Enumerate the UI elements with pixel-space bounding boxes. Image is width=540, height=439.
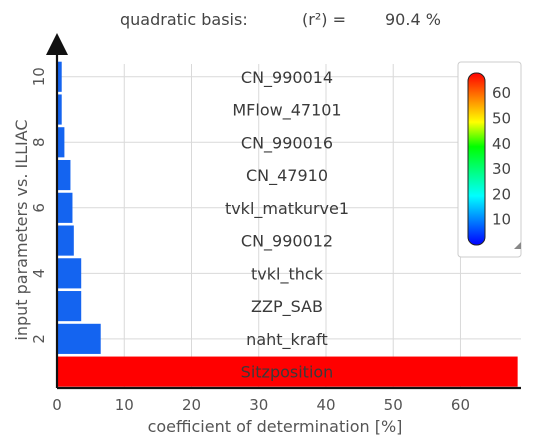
x-tick-label: 30 bbox=[249, 396, 268, 414]
y-axis-label: input parameters vs. ILLIAC bbox=[12, 119, 31, 340]
x-axis-label: coefficient of determination [%] bbox=[148, 417, 403, 436]
y-tick-label: 4 bbox=[30, 269, 48, 279]
colorbar-ticks: 10 20 30 40 50 60 bbox=[492, 84, 511, 228]
x-tick-label: 50 bbox=[384, 396, 403, 414]
bar-label: CN_990012 bbox=[241, 232, 333, 252]
bar[interactable] bbox=[57, 192, 73, 223]
resize-grip-icon[interactable] bbox=[514, 242, 521, 249]
bar-labels: Sitzposition naht_kraft ZZP_SAB tvkl_thck CN… bbox=[225, 68, 349, 382]
colorbar-tick-label: 50 bbox=[492, 110, 511, 128]
colorbar-tick-label: 30 bbox=[492, 160, 511, 178]
bar-label: ZZP_SAB bbox=[251, 297, 323, 317]
bar[interactable] bbox=[57, 291, 82, 322]
bars bbox=[57, 61, 518, 387]
title-r2-value: 90.4 % bbox=[385, 10, 441, 29]
bar-label: tvkl_matkurve1 bbox=[225, 199, 349, 219]
y-tick-label: 6 bbox=[30, 203, 48, 213]
title-basis: quadratic basis: bbox=[120, 10, 248, 29]
x-tick-label: 20 bbox=[182, 396, 201, 414]
y-tick-label: 8 bbox=[30, 138, 48, 148]
x-tick-labels: 0 10 20 30 40 50 60 bbox=[52, 396, 470, 414]
colorbar-legend: 10 20 30 40 50 60 bbox=[457, 61, 522, 258]
bar[interactable] bbox=[57, 61, 62, 92]
x-tick-label: 10 bbox=[115, 396, 134, 414]
y-tick-labels: 2 4 6 8 10 bbox=[30, 67, 48, 343]
bar[interactable] bbox=[57, 159, 71, 191]
bar-label: MFlow_47101 bbox=[232, 101, 341, 121]
bar-label: CN_990014 bbox=[241, 68, 333, 88]
bar[interactable] bbox=[57, 258, 82, 289]
colorbar-tick-label: 60 bbox=[492, 84, 511, 102]
bar-label: CN_47910 bbox=[246, 166, 328, 186]
bar-label: Sitzposition bbox=[241, 363, 334, 382]
colorbar-tick-label: 20 bbox=[492, 185, 511, 203]
x-tick-label: 40 bbox=[316, 396, 335, 414]
chart-title: quadratic basis: (r²) = 90.4 % bbox=[120, 10, 441, 29]
colorbar-tick-label: 10 bbox=[492, 211, 511, 229]
colorbar-tick-label: 40 bbox=[492, 135, 511, 153]
y-tick-label: 10 bbox=[30, 67, 48, 86]
title-r2-label: (r²) = bbox=[302, 10, 346, 29]
bar[interactable] bbox=[57, 356, 518, 387]
x-tick-label: 0 bbox=[52, 396, 62, 414]
colorbar-panel bbox=[457, 61, 522, 258]
colorbar-gradient bbox=[467, 72, 486, 246]
bar[interactable] bbox=[57, 323, 101, 354]
bar-label: CN_990016 bbox=[241, 133, 333, 153]
bar[interactable] bbox=[57, 225, 74, 256]
bar[interactable] bbox=[57, 94, 62, 125]
y-tick-label: 2 bbox=[30, 334, 48, 344]
bar-label: tvkl_thck bbox=[251, 264, 324, 284]
x-tick-label: 60 bbox=[451, 396, 470, 414]
bar-label: naht_kraft bbox=[246, 330, 328, 350]
bar[interactable] bbox=[57, 127, 65, 158]
